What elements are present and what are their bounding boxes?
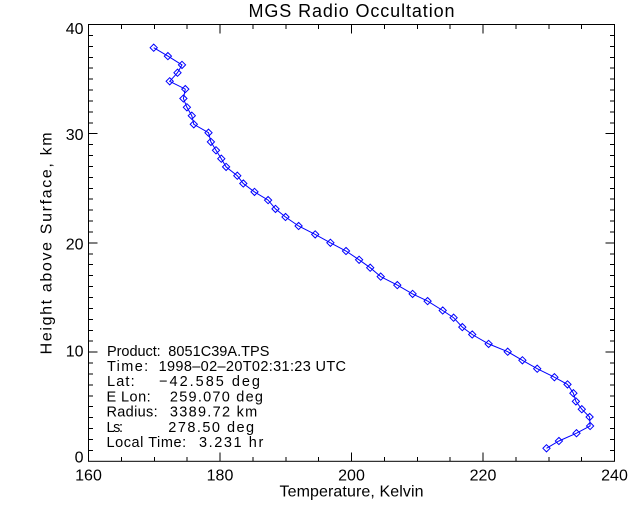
svg-text:0: 0 <box>75 450 84 467</box>
svg-text:20: 20 <box>66 237 84 254</box>
svg-text:30: 30 <box>66 127 84 144</box>
svg-text:240: 240 <box>601 468 628 485</box>
svg-text:E Lon:: E Lon: <box>107 389 151 405</box>
svg-text:160: 160 <box>75 468 102 485</box>
svg-text:8051C39A.TPS: 8051C39A.TPS <box>168 344 269 360</box>
svg-text:Temperature, Kelvin: Temperature, Kelvin <box>280 484 424 501</box>
svg-text:40: 40 <box>66 21 84 38</box>
svg-text:10: 10 <box>66 344 84 361</box>
svg-text:Radius:: Radius: <box>107 405 158 421</box>
svg-text:Height above Surface, km: Height above Surface, km <box>39 132 56 354</box>
svg-text:MGS Radio Occultation: MGS Radio Occultation <box>249 1 455 21</box>
svg-text:220: 220 <box>470 468 497 485</box>
svg-text:200: 200 <box>338 468 365 485</box>
svg-text:180: 180 <box>207 468 234 485</box>
svg-text:Ls:: Ls: <box>107 420 124 436</box>
svg-text:Lat:: Lat: <box>107 374 135 390</box>
svg-text:−42.585 deg: −42.585 deg <box>159 374 260 390</box>
svg-text:1998–02–20T02:31:23 UTC: 1998–02–20T02:31:23 UTC <box>159 359 346 375</box>
svg-text:259.070 deg: 259.070 deg <box>170 389 263 405</box>
svg-text:Local Time:: Local Time: <box>107 435 187 451</box>
svg-text:Time:: Time: <box>107 359 148 375</box>
svg-text:278.50 deg: 278.50 deg <box>168 420 254 436</box>
svg-text:Product:: Product: <box>107 344 161 360</box>
svg-text:3.231 hr: 3.231 hr <box>199 435 263 451</box>
